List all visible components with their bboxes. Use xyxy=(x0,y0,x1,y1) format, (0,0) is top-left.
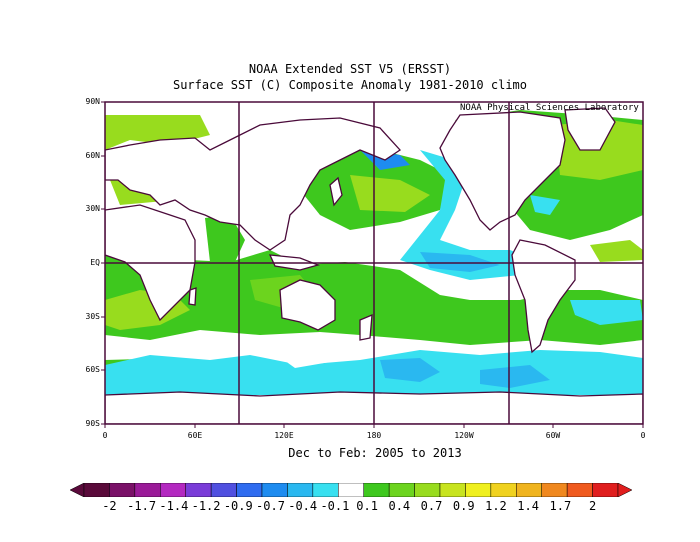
colorbar-tick-label: -0.4 xyxy=(288,499,318,513)
australia-land xyxy=(279,279,336,331)
colorbar-tick-label: -0.1 xyxy=(320,499,350,513)
greenland-land xyxy=(564,107,616,151)
colorbar-under-arrow xyxy=(70,483,85,497)
lat-label: 60S xyxy=(85,365,100,374)
credit-label: NOAA Physical Sciences Laboratory xyxy=(460,103,639,113)
lon-label: 0 xyxy=(102,431,108,440)
colorbar-swatch xyxy=(439,483,466,497)
lat-label: 30N xyxy=(85,204,100,213)
colorbar-swatch xyxy=(109,483,136,497)
japan-land xyxy=(329,176,343,207)
new-zealand-land xyxy=(359,313,373,341)
lat-label: 90N xyxy=(85,97,100,106)
lon-label: 60E xyxy=(187,431,203,440)
colorbar-swatch xyxy=(160,483,186,497)
north-america-land xyxy=(439,111,566,231)
colorbar-swatch xyxy=(287,483,314,497)
colorbar-swatch xyxy=(566,483,593,497)
colorbar-swatch xyxy=(465,483,492,497)
colorbar-swatch xyxy=(236,483,263,497)
lat-label: 60N xyxy=(85,151,100,160)
colorbar-swatch xyxy=(541,483,568,497)
colorbar-swatch xyxy=(516,483,542,497)
colorbar-tick-label: -1.7 xyxy=(127,499,157,513)
colorbar-swatch xyxy=(414,483,441,497)
lon-label: 120E xyxy=(274,431,294,440)
colorbar-swatch xyxy=(338,483,364,497)
lat-label: 90S xyxy=(85,419,100,428)
colorbar-swatch xyxy=(490,483,517,497)
colorbar-swatch xyxy=(592,483,619,497)
map-title: NOAA Extended SST V5 (ERSST) xyxy=(248,62,452,76)
lon-label: 60W xyxy=(545,431,561,440)
colorbar-tick-label: -0.7 xyxy=(256,499,285,513)
colorbar-tick-label: 2 xyxy=(588,499,597,513)
colorbar-swatch xyxy=(312,483,339,497)
colorbar-tick-label: -1.4 xyxy=(159,499,189,513)
lon-label: 180 xyxy=(366,431,382,440)
colorbar-swatch xyxy=(261,483,288,497)
eurasia-land xyxy=(105,117,401,251)
colorbar-tick-label: -2 xyxy=(102,499,117,513)
lat-label: EQ xyxy=(90,258,100,267)
colorbar-tick-label: 0.1 xyxy=(356,499,378,513)
period-label: Dec to Feb: 2005 to 2013 xyxy=(288,446,462,460)
lon-label: 0 xyxy=(640,431,646,440)
colorbar-tick-label: -1.2 xyxy=(191,499,221,513)
map-subtitle: Surface SST (C) Composite Anomaly 1981-2… xyxy=(172,78,527,92)
colorbar-tick-label: -0.9 xyxy=(223,499,253,513)
colorbar-tick-label: 0.7 xyxy=(420,499,443,513)
grid-lines xyxy=(105,102,643,424)
colorbar xyxy=(70,483,632,497)
axis-ticks xyxy=(101,101,644,428)
colorbar-swatch xyxy=(134,483,161,497)
south-america-land xyxy=(511,239,576,354)
colorbar-swatch xyxy=(210,483,237,497)
colorbar-tick-label: 1.7 xyxy=(549,499,572,513)
colorbar-swatch xyxy=(388,483,415,497)
colorbar-tick-label: 1.4 xyxy=(517,499,539,513)
lon-label: 120W xyxy=(454,431,474,440)
colorbar-swatch xyxy=(83,483,110,497)
colorbar-tick-label: 0.9 xyxy=(452,499,475,513)
colorbar-tick-label: 0.4 xyxy=(388,499,411,513)
lat-label: 30S xyxy=(85,312,100,321)
madagascar-land xyxy=(188,287,197,306)
colorbar-swatch xyxy=(185,483,212,497)
colorbar-over-arrow xyxy=(617,483,632,497)
colorbar-tick-label: 1.2 xyxy=(485,499,507,513)
colorbar-swatch xyxy=(363,483,390,497)
